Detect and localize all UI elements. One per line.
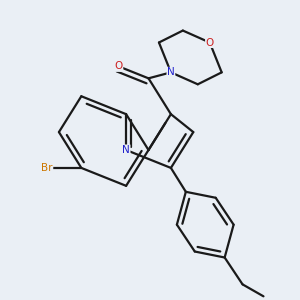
Text: O: O (115, 61, 123, 71)
Text: Br: Br (41, 163, 53, 173)
Text: N: N (122, 145, 130, 155)
Text: O: O (206, 38, 214, 47)
Text: N: N (167, 68, 175, 77)
